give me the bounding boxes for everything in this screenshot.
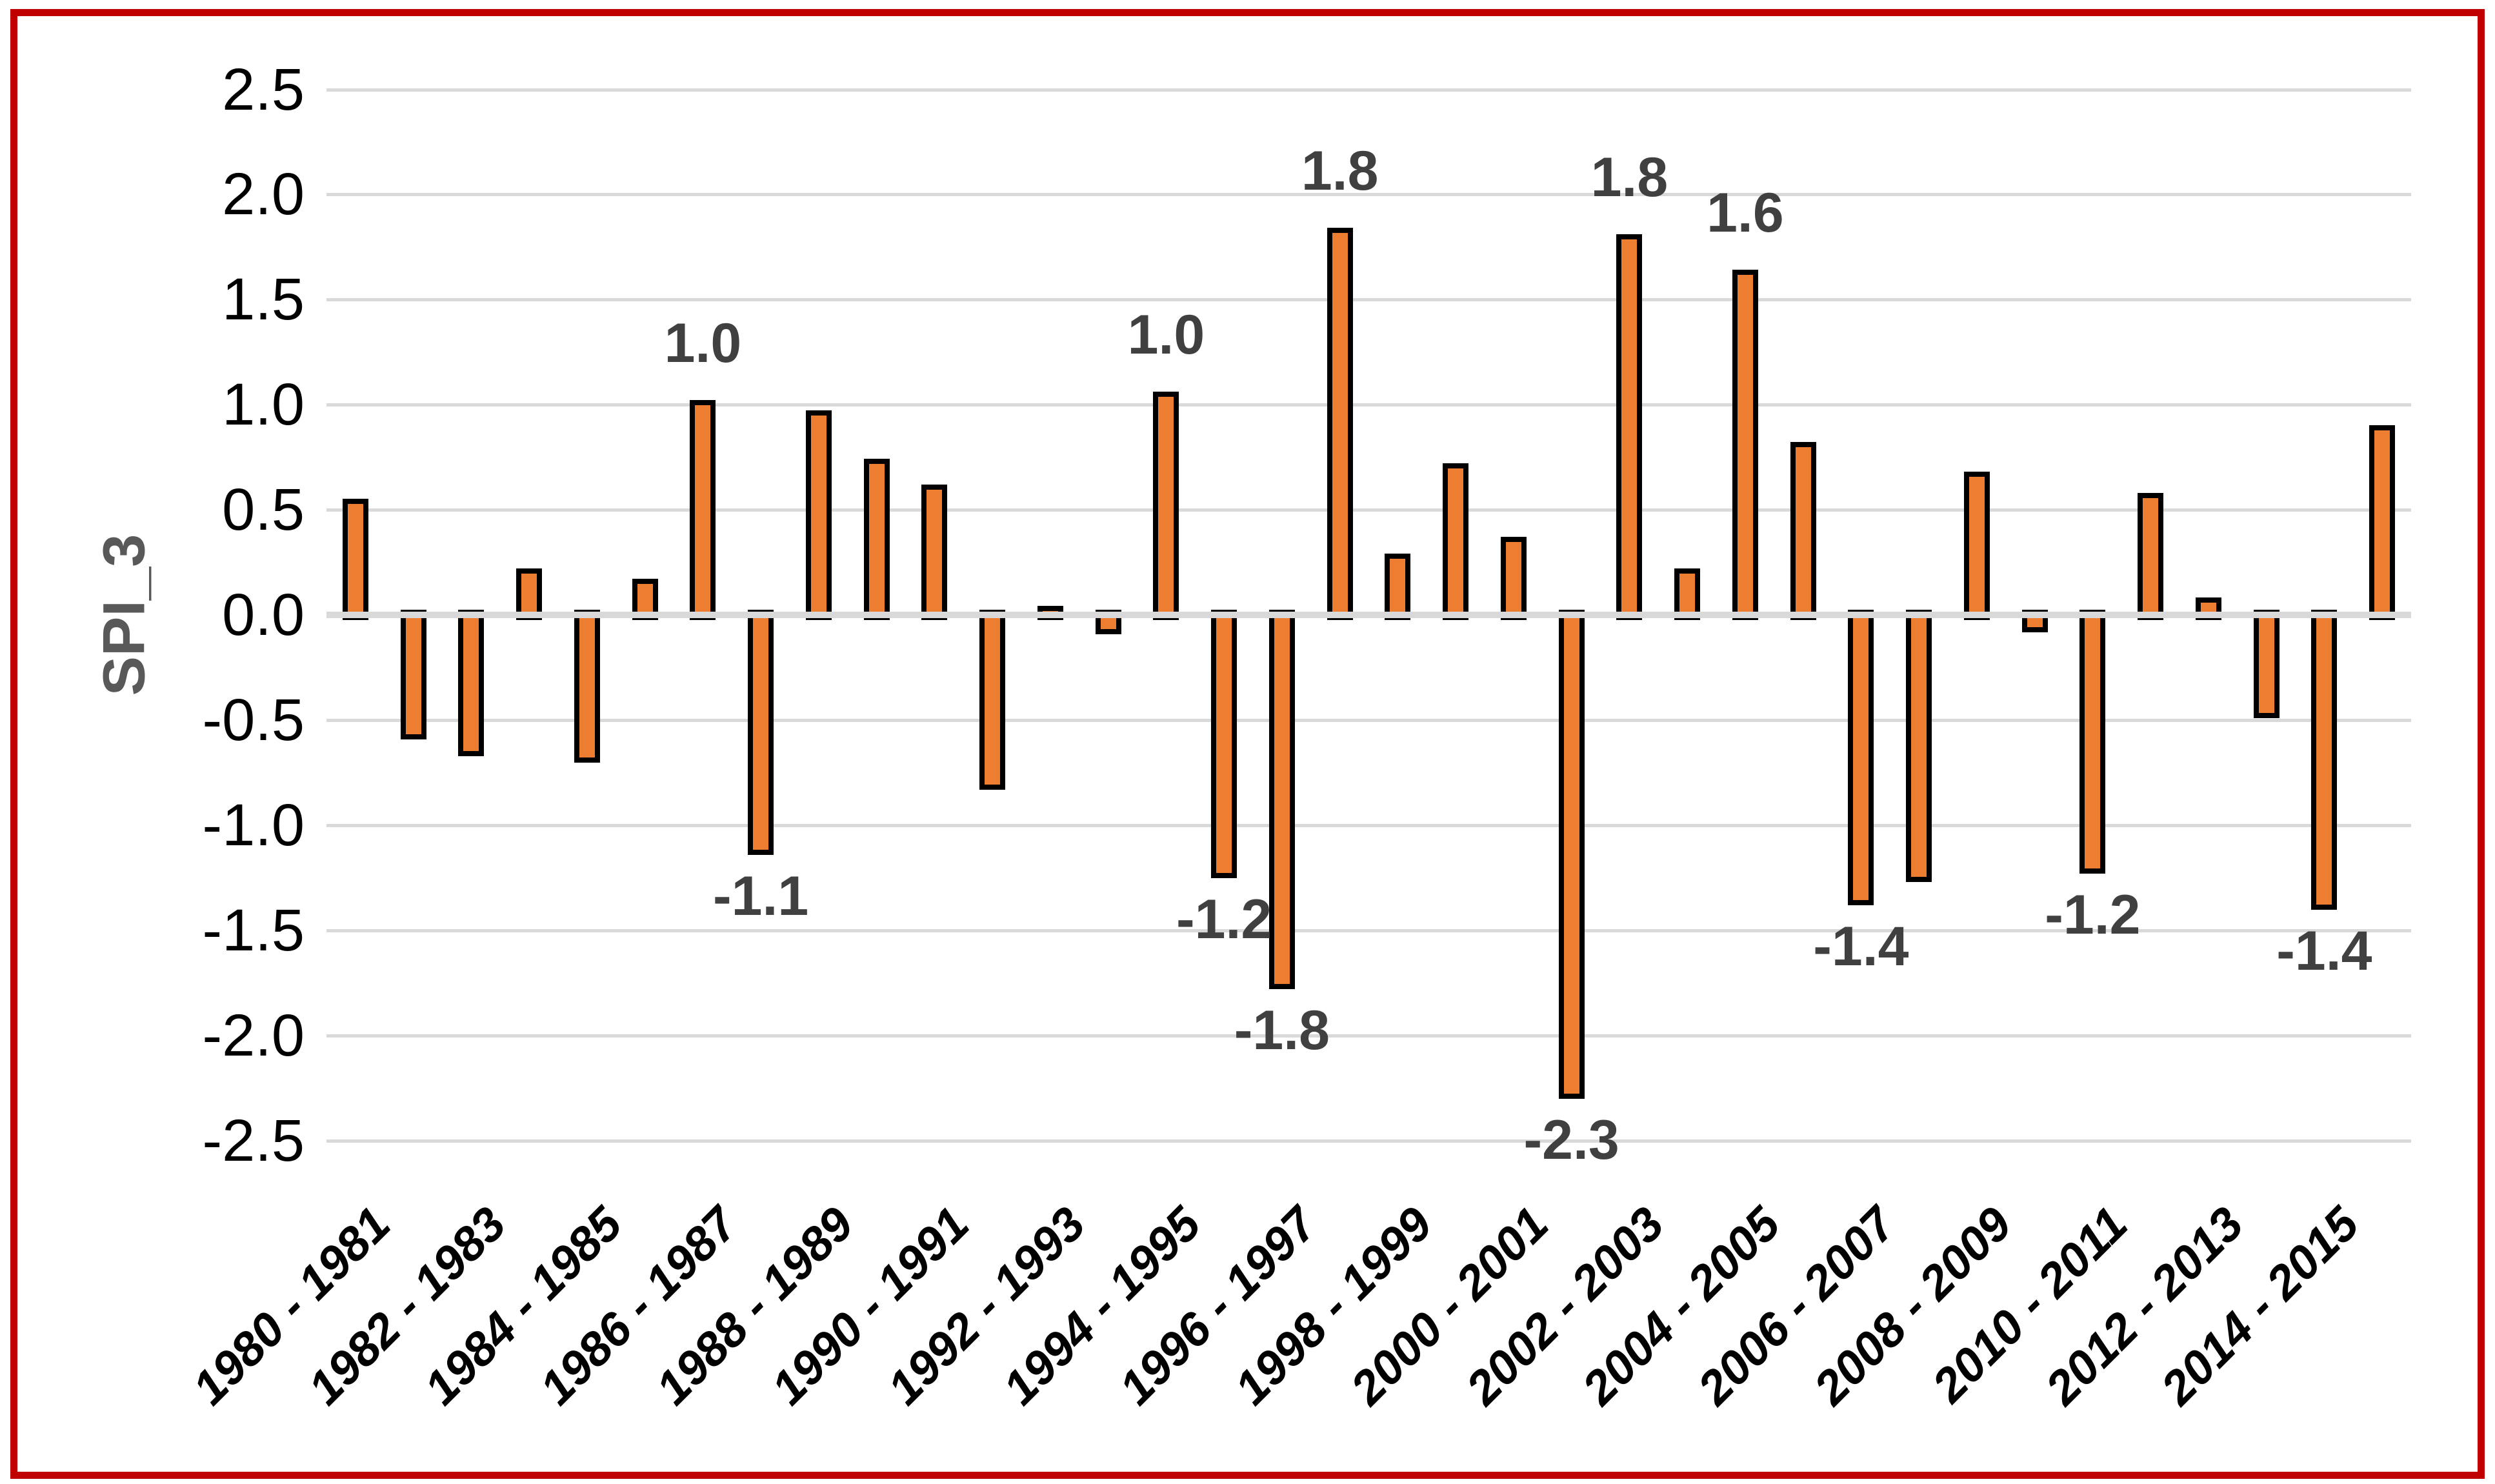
bar-1994 bbox=[1153, 392, 1179, 620]
bar-1991 bbox=[979, 610, 1006, 790]
zero-axis-line bbox=[326, 612, 2411, 618]
gridline bbox=[326, 298, 2411, 302]
bar-2007 bbox=[1906, 610, 1932, 883]
data-label-1987: -1.1 bbox=[713, 865, 809, 927]
gridline bbox=[326, 928, 2411, 932]
gridline bbox=[326, 1034, 2411, 1038]
bar-2015 bbox=[2369, 425, 2396, 620]
bar-1986 bbox=[690, 400, 716, 620]
data-label-1994: 1.0 bbox=[1127, 304, 1205, 366]
gridline bbox=[326, 508, 2411, 512]
y-tick-label: -1.0 bbox=[202, 792, 305, 858]
data-label-2006: -1.4 bbox=[1813, 916, 1909, 978]
gridline bbox=[326, 1139, 2411, 1143]
bar-1997 bbox=[1327, 228, 1353, 620]
bar-1998 bbox=[1385, 554, 1411, 620]
bar-1995 bbox=[1211, 610, 1237, 878]
data-label-1997: 1.8 bbox=[1301, 140, 1379, 203]
y-tick-label: -2.0 bbox=[202, 1002, 305, 1068]
bar-1980 bbox=[342, 499, 368, 620]
bar-1989 bbox=[863, 459, 890, 620]
bar-2001 bbox=[1558, 610, 1585, 1099]
x-category-label-text: 2014 - 2015 bbox=[2150, 1196, 2369, 1415]
bar-1988 bbox=[805, 410, 832, 620]
bar-1999 bbox=[1443, 463, 1469, 620]
bar-1983 bbox=[516, 568, 543, 620]
bar-1982 bbox=[458, 610, 485, 756]
bar-1996 bbox=[1268, 610, 1295, 990]
gridline bbox=[326, 718, 2411, 722]
y-tick-label: -2.5 bbox=[202, 1107, 305, 1174]
plot-area: SPI_3 2.5 2.0 1.5 1.0 0.5 0.0 -0.5 -1.0 -1.5 -2.0… bbox=[17, 16, 2478, 1472]
y-tick-label: 1.5 bbox=[222, 266, 305, 333]
data-label-2002: 1.8 bbox=[1590, 146, 1668, 208]
x-category-label: 2014 - 2015 bbox=[1840, 1196, 2369, 1415]
data-label-1996: -1.8 bbox=[1234, 999, 1330, 1062]
gridline bbox=[326, 823, 2411, 827]
bar-2006 bbox=[1848, 610, 1874, 906]
data-label-2010: -1.2 bbox=[2045, 884, 2141, 947]
gridline bbox=[326, 88, 2411, 92]
y-tick-label: 0.0 bbox=[222, 582, 305, 648]
data-label-1995: -1.2 bbox=[1176, 888, 1272, 950]
bar-2014 bbox=[2311, 610, 2338, 910]
y-tick-label: -1.5 bbox=[202, 897, 305, 963]
y-tick-label: 0.5 bbox=[222, 477, 305, 543]
data-label-2001: -2.3 bbox=[1523, 1108, 1619, 1171]
bar-2003 bbox=[1674, 568, 1701, 620]
y-tick-label: 1.0 bbox=[222, 372, 305, 438]
bar-2004 bbox=[1732, 270, 1758, 620]
bar-1990 bbox=[921, 484, 948, 620]
y-tick-label: -0.5 bbox=[202, 687, 305, 753]
bar-2013 bbox=[2253, 610, 2280, 719]
bar-2005 bbox=[1790, 442, 1816, 620]
bar-1987 bbox=[748, 610, 774, 855]
bar-2008 bbox=[1963, 471, 1990, 620]
data-label-1986: 1.0 bbox=[664, 312, 742, 375]
bar-2010 bbox=[2079, 610, 2106, 874]
bar-1984 bbox=[574, 610, 600, 763]
bar-2002 bbox=[1616, 234, 1643, 620]
data-label-2014: -1.4 bbox=[2276, 919, 2372, 982]
y-tick-label: 2.0 bbox=[222, 161, 305, 228]
gridline bbox=[326, 403, 2411, 407]
data-label-2004: 1.6 bbox=[1707, 182, 1784, 245]
bar-1981 bbox=[400, 610, 426, 739]
bar-2000 bbox=[1500, 536, 1527, 620]
bar-2011 bbox=[2138, 492, 2164, 620]
gridline bbox=[326, 193, 2411, 197]
chart-frame: SPI_3 2.5 2.0 1.5 1.0 0.5 0.0 -0.5 -1.0 -1.5 -2.0… bbox=[10, 9, 2485, 1479]
y-tick-label: 2.5 bbox=[222, 56, 305, 123]
